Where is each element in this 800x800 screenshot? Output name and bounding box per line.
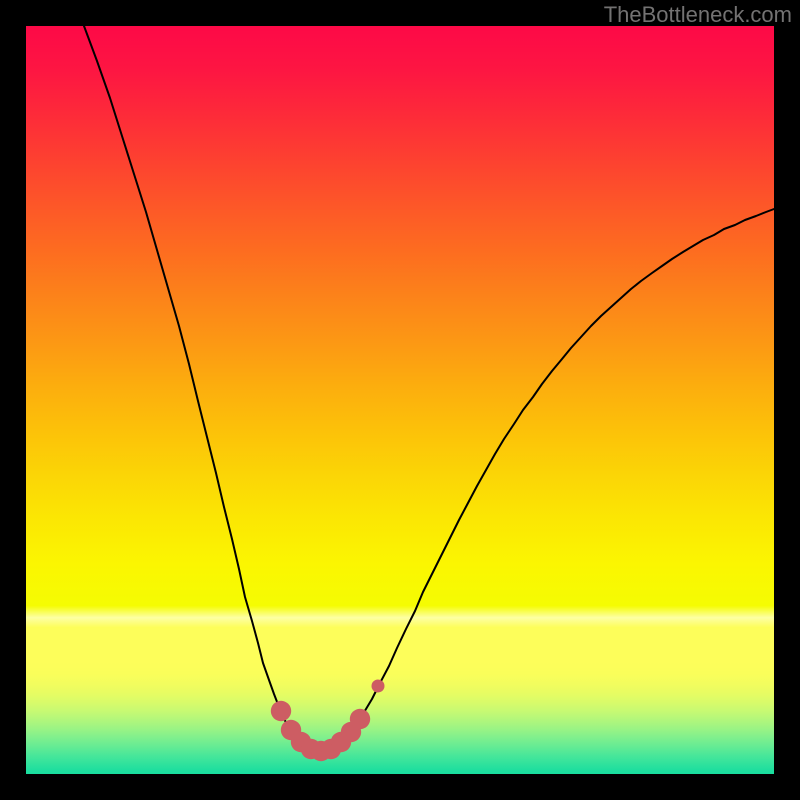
- highlight-marker: [372, 680, 385, 693]
- bottleneck-chart: [0, 0, 800, 800]
- highlight-marker: [350, 709, 370, 729]
- plot-background: [26, 26, 774, 774]
- watermark-text: TheBottleneck.com: [604, 2, 792, 28]
- highlight-marker: [271, 701, 291, 721]
